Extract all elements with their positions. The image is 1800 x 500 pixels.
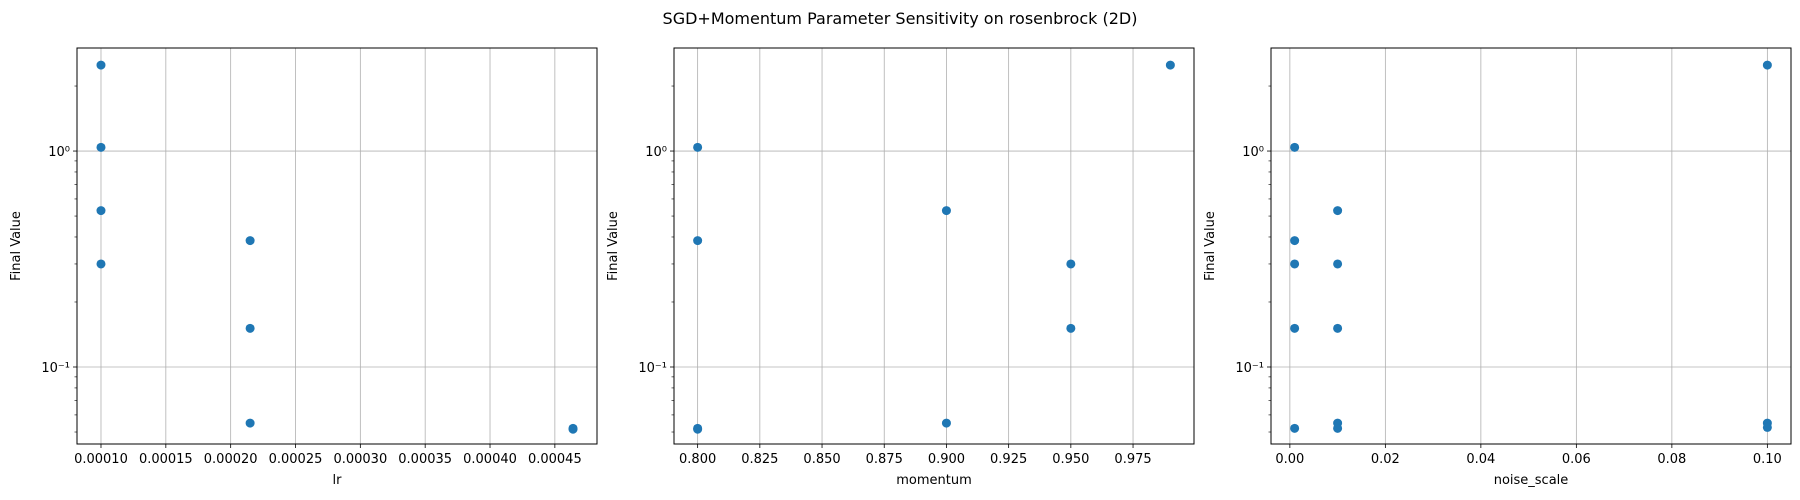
y-tick-label: 10⁰ (1242, 145, 1264, 160)
data-point (942, 419, 951, 428)
x-tick-label: 0.06 (1562, 452, 1591, 467)
x-tick-label: 0.975 (1114, 452, 1151, 467)
y-axis-label: Final Value (9, 211, 24, 281)
x-tick-label: 0.850 (803, 452, 840, 467)
data-point (1290, 324, 1299, 333)
axes-frame (1271, 48, 1791, 444)
data-point (1290, 424, 1299, 433)
data-point (1763, 61, 1772, 70)
x-axis-label: lr (333, 473, 343, 488)
data-point (693, 236, 702, 245)
y-tick-label: 10⁻¹ (41, 361, 70, 376)
data-point (1333, 206, 1342, 215)
y-tick-label: 10⁻¹ (1235, 361, 1264, 376)
x-axis-label: noise_scale (1494, 473, 1569, 488)
data-point (96, 61, 105, 70)
y-tick-label: 10⁻¹ (638, 361, 667, 376)
x-tick-label: 0.00020 (204, 452, 258, 467)
data-point (96, 143, 105, 152)
x-tick-label: 0.02 (1371, 452, 1400, 467)
data-point (569, 425, 578, 434)
data-point (1290, 143, 1299, 152)
data-point (1066, 259, 1075, 268)
x-tick-label: 0.10 (1753, 452, 1782, 467)
x-tick-label: 0.00045 (528, 452, 582, 467)
x-tick-label: 0.925 (990, 452, 1027, 467)
subplot-3: 0.00 0.02 0.04 0.06 0.08 0.10 10⁰ 10⁻¹ noise_sca… (1203, 48, 1791, 488)
data-point (1333, 424, 1342, 433)
data-point (1763, 423, 1772, 432)
data-point (942, 206, 951, 215)
data-point (96, 259, 105, 268)
figure-title: SGD+Momentum Parameter Sensitivity on ro… (663, 9, 1138, 28)
x-tick-label: 0.08 (1657, 452, 1686, 467)
x-tick-label: 0.04 (1466, 452, 1495, 467)
axes-frame (77, 48, 597, 444)
x-axis-label: momentum (896, 473, 972, 488)
x-tick-label: 0.900 (928, 452, 965, 467)
data-point (1166, 61, 1175, 70)
subplot-2: 0.800 0.825 0.850 0.875 0.900 0.925 0.950 0.975… (606, 48, 1194, 488)
axes-frame (674, 48, 1194, 444)
data-point (693, 425, 702, 434)
data-point (1333, 324, 1342, 333)
x-tick-label: 0.950 (1052, 452, 1089, 467)
data-point (1066, 324, 1075, 333)
x-tick-label: 0.00035 (398, 452, 452, 467)
data-point (1290, 259, 1299, 268)
x-tick-label: 0.00025 (269, 452, 323, 467)
x-tick-label: 0.00010 (74, 452, 128, 467)
x-tick-label: 0.800 (679, 452, 716, 467)
y-tick-label: 10⁰ (645, 145, 667, 160)
data-point (1333, 259, 1342, 268)
x-tick-label: 0.875 (866, 452, 903, 467)
data-point (693, 143, 702, 152)
data-point (246, 324, 255, 333)
x-tick-label: 0.825 (741, 452, 778, 467)
data-point (1290, 236, 1299, 245)
y-axis-label: Final Value (1203, 211, 1218, 281)
y-tick-label: 10⁰ (48, 145, 70, 160)
data-point (246, 236, 255, 245)
x-tick-label: 0.00 (1275, 452, 1304, 467)
x-tick-label: 0.00015 (139, 452, 193, 467)
y-axis-label: Final Value (606, 211, 621, 281)
subplot-1: 0.00010 0.00015 0.00020 0.00025 0.00030 0.000… (9, 48, 597, 488)
data-point (246, 419, 255, 428)
data-point (96, 206, 105, 215)
x-tick-label: 0.00040 (463, 452, 517, 467)
x-tick-label: 0.00030 (333, 452, 387, 467)
